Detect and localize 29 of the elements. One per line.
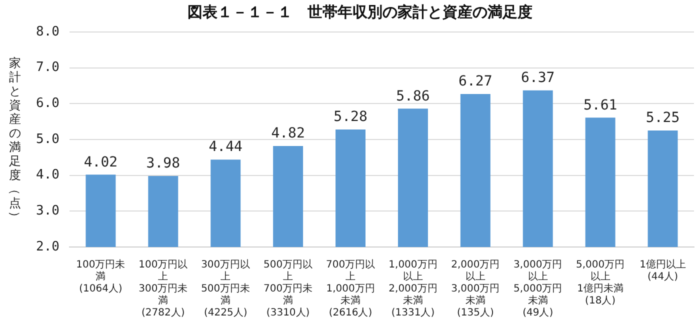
data-label: 4.82: [271, 126, 305, 142]
data-label: 5.61: [583, 97, 618, 114]
x-tick-label: 500万円以上 700万円未満 (3310人): [264, 258, 313, 319]
x-tick-label: 300万円以上 500万円未満 (4225人): [201, 258, 250, 319]
x-tick-label: 100万円未満 (1064人): [76, 258, 126, 295]
x-tick-label: 2,000万円以上 3,000万円未満 (135人): [451, 260, 500, 319]
y-tick-label: 6.0: [36, 96, 60, 112]
data-label: 5.25: [646, 110, 680, 126]
x-tick-label: 100万円以上 300万円未満 (2782人): [138, 258, 188, 319]
x-tick-label: 700万円以上 1,000万円未満 (2616人): [326, 258, 376, 319]
data-label: 5.28: [334, 109, 368, 126]
x-tick-label: 5,000万円以上 1億円未満 (18人): [576, 260, 625, 307]
y-tick-label: 7.0: [36, 60, 60, 76]
x-tick-label: 3,000万円以上 5,000万円未満 (49人): [514, 260, 562, 319]
y-tick-label: 2.0: [36, 239, 60, 254]
data-label: 5.86: [396, 88, 430, 104]
text: 家計と資産の満足度（点）: [8, 56, 22, 223]
y-tick-label: 3.0: [36, 204, 60, 219]
chart-title: 図表１－１－１ 世帯年収別の家計と資産の満足度: [188, 2, 532, 21]
y-tick-label: 5.0: [36, 132, 60, 147]
y-tick-label: 4.0: [36, 168, 60, 183]
x-tick-label: 1億円以上 (44人): [640, 258, 686, 283]
data-label: 4.02: [84, 154, 118, 170]
data-label: 3.98: [146, 156, 180, 172]
y-tick-label: 8.0: [36, 24, 60, 40]
x-tick-label: 1,000万円以上 2,000万円未満 (1331人): [388, 260, 438, 319]
data-label: 4.44: [208, 139, 242, 156]
data-label: 6.27: [458, 74, 492, 90]
data-label: 6.37: [521, 70, 555, 86]
